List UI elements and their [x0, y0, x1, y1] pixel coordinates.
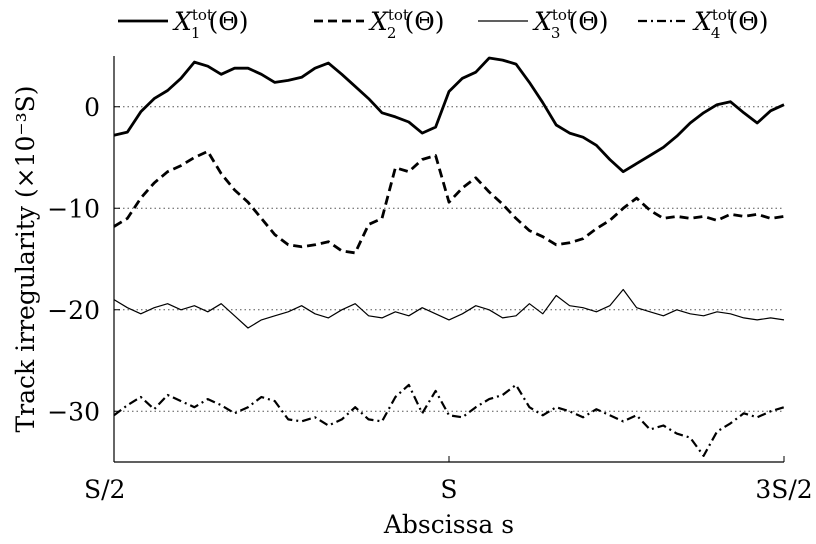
legend-label-2: Xtot 2 (Θ) [368, 6, 444, 42]
x-axis-label: Abscissa s [383, 510, 514, 539]
legend-label-4: Xtot 4 (Θ) [692, 6, 768, 42]
series-lines [113, 56, 785, 457]
y-tick-label: 0 [84, 93, 100, 122]
series-line-2 [113, 149, 785, 255]
series-line-3 [113, 288, 785, 329]
y-tick-label: −10 [47, 194, 100, 223]
y-axis-label: Track irregularity (×10⁻³S) [11, 86, 40, 433]
x-tick-label: 3S/2 [755, 475, 812, 504]
legend-label-3: Xtot 3 (Θ) [532, 6, 608, 42]
series-line-1 [113, 56, 785, 174]
tick-marks: 0 −10 −20 −30 S/2 S 3S/2 [47, 93, 812, 504]
grid-lines [114, 106, 784, 412]
legend: Xtot 1 (Θ) Xtot 2 (Θ) Xtot 3 (Θ) Xtot 4 (Θ) [118, 6, 768, 42]
legend-label-1: Xtot 1 (Θ) [172, 6, 248, 42]
series-line-4 [113, 383, 785, 457]
y-tick-label: −20 [47, 296, 100, 325]
x-tick-label: S/2 [84, 475, 125, 504]
y-tick-label: −30 [47, 397, 100, 426]
x-tick-label: S [440, 475, 457, 504]
